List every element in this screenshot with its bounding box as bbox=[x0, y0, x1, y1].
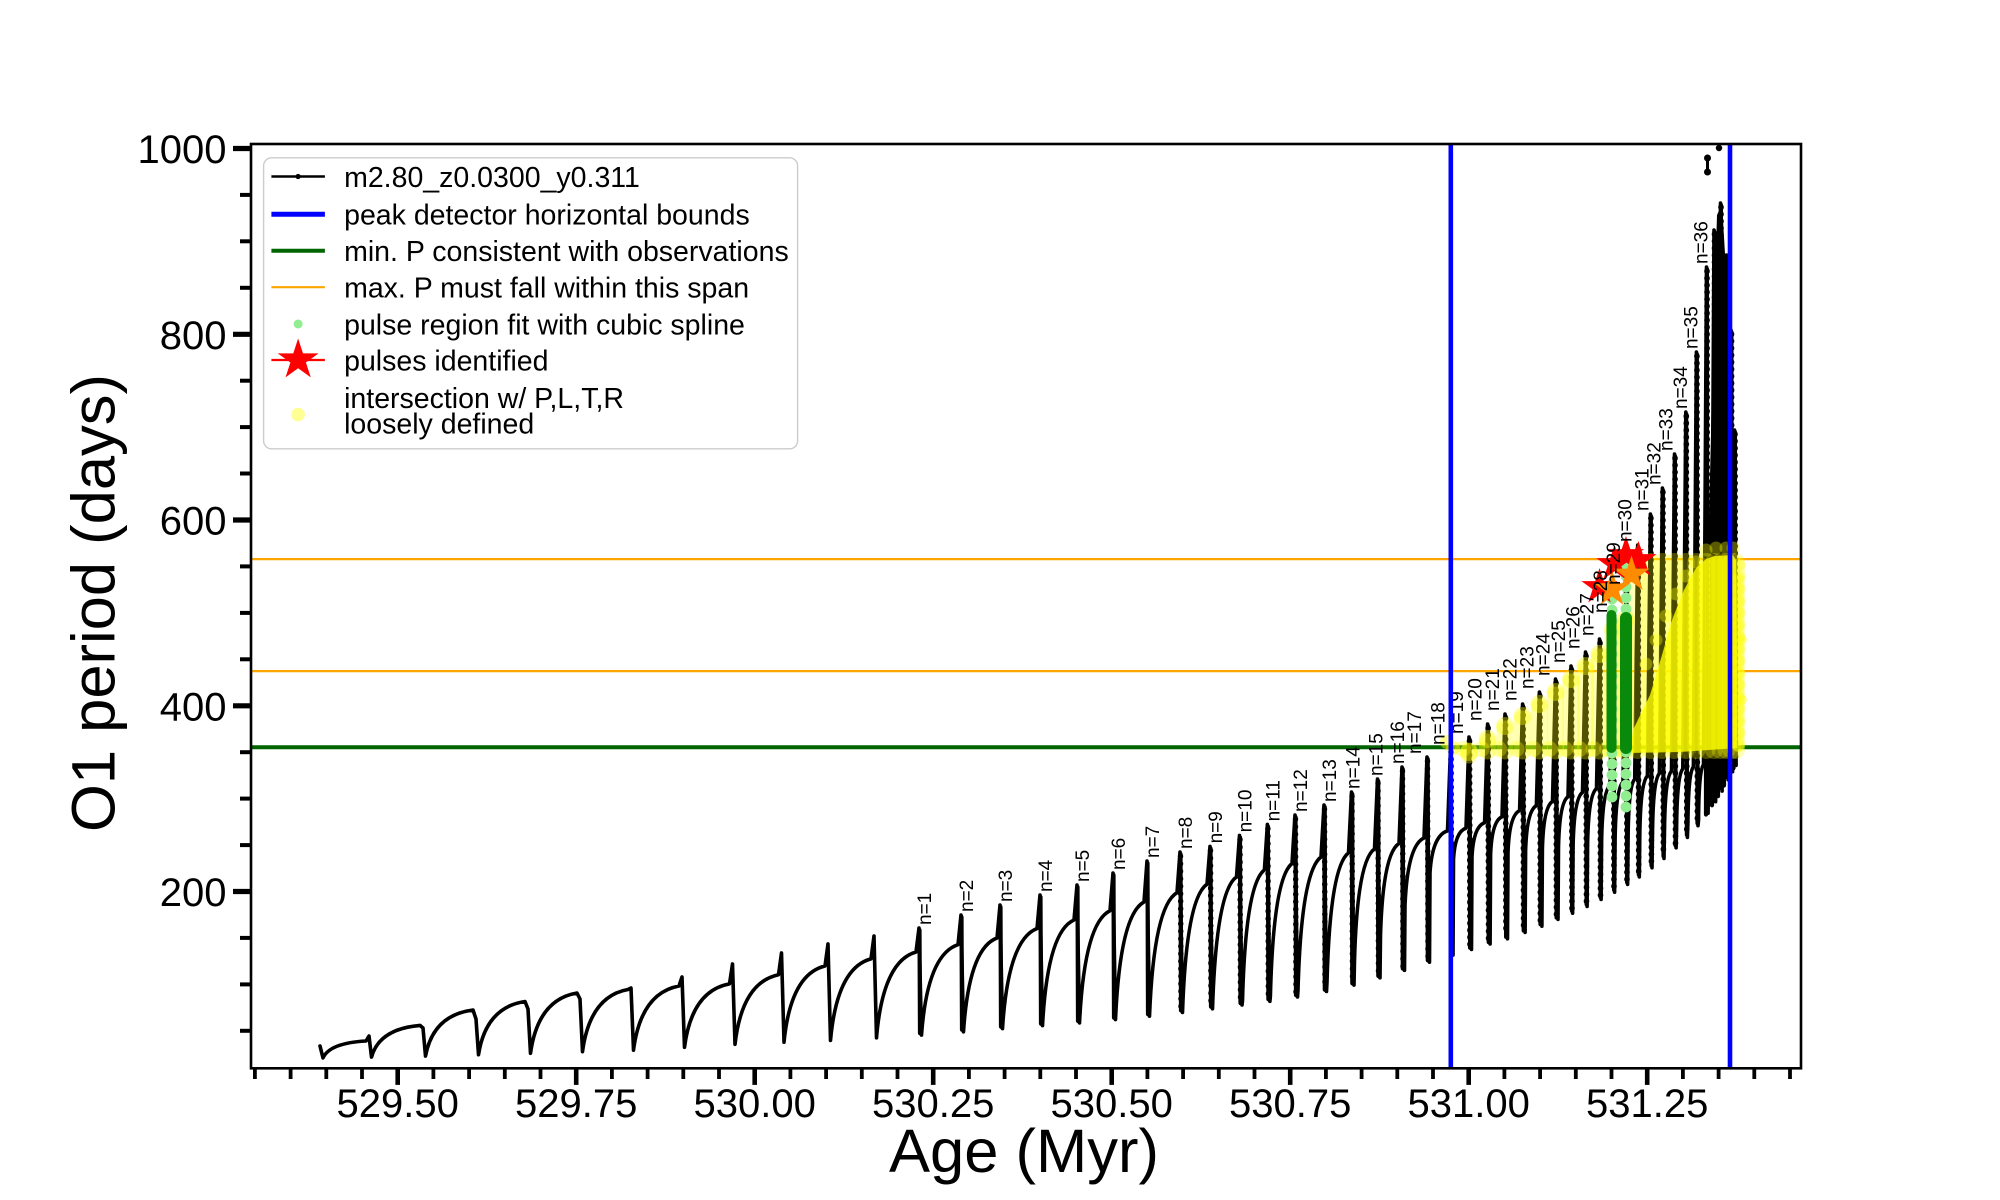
svg-text:n=28: n=28 bbox=[1591, 570, 1612, 613]
svg-text:n=10: n=10 bbox=[1236, 790, 1257, 833]
svg-text:n=27: n=27 bbox=[1578, 593, 1599, 636]
svg-text:n=24: n=24 bbox=[1534, 633, 1555, 676]
svg-text:n=20: n=20 bbox=[1466, 678, 1487, 721]
svg-text:400: 400 bbox=[160, 685, 227, 729]
svg-text:intersection w/ P,L,T,R: intersection w/ P,L,T,R bbox=[344, 383, 624, 415]
svg-text:Age (Myr): Age (Myr) bbox=[889, 1117, 1159, 1186]
svg-text:pulses identified: pulses identified bbox=[344, 346, 548, 378]
svg-text:min. P consistent with observa: min. P consistent with observations bbox=[344, 236, 789, 268]
svg-text:n=22: n=22 bbox=[1501, 658, 1522, 701]
svg-text:530.25: 530.25 bbox=[872, 1082, 994, 1126]
svg-text:n=36: n=36 bbox=[1692, 221, 1713, 264]
svg-text:n=13: n=13 bbox=[1320, 759, 1341, 802]
svg-text:n=9: n=9 bbox=[1206, 811, 1227, 843]
svg-text:n=2: n=2 bbox=[957, 880, 978, 912]
svg-text:n=16: n=16 bbox=[1388, 721, 1409, 764]
svg-text:n=21: n=21 bbox=[1483, 668, 1504, 711]
svg-text:n=31: n=31 bbox=[1632, 468, 1653, 511]
svg-text:n=15: n=15 bbox=[1367, 733, 1388, 776]
svg-text:max. P must fall within this s: max. P must fall within this span bbox=[344, 273, 749, 305]
svg-text:531.00: 531.00 bbox=[1408, 1082, 1530, 1126]
svg-text:n=26: n=26 bbox=[1564, 606, 1585, 649]
svg-text:531.25: 531.25 bbox=[1586, 1082, 1708, 1126]
svg-text:n=34: n=34 bbox=[1671, 366, 1692, 409]
svg-text:n=32: n=32 bbox=[1644, 442, 1665, 485]
svg-text:1000: 1000 bbox=[138, 128, 227, 172]
svg-text:600: 600 bbox=[160, 500, 227, 544]
svg-text:n=6: n=6 bbox=[1109, 838, 1130, 870]
svg-text:n=7: n=7 bbox=[1143, 826, 1164, 858]
svg-text:n=11: n=11 bbox=[1263, 780, 1284, 821]
svg-text:n=12: n=12 bbox=[1291, 769, 1312, 812]
svg-text:m2.80_z0.0300_y0.311: m2.80_z0.0300_y0.311 bbox=[344, 162, 640, 194]
svg-text:O1 period (days): O1 period (days) bbox=[60, 374, 129, 832]
svg-text:800: 800 bbox=[160, 314, 227, 358]
svg-text:n=30: n=30 bbox=[1616, 499, 1637, 542]
svg-text:n=29: n=29 bbox=[1604, 542, 1625, 585]
svg-text:530.50: 530.50 bbox=[1051, 1082, 1173, 1126]
svg-text:200: 200 bbox=[160, 871, 227, 915]
svg-text:n=4: n=4 bbox=[1036, 859, 1057, 892]
svg-text:n=33: n=33 bbox=[1657, 408, 1678, 451]
svg-text:n=17: n=17 bbox=[1405, 711, 1426, 754]
svg-text:loosely defined: loosely defined bbox=[344, 409, 534, 441]
svg-text:n=5: n=5 bbox=[1073, 850, 1094, 882]
svg-text:peak detector horizontal bound: peak detector horizontal bounds bbox=[344, 200, 750, 232]
svg-text:n=14: n=14 bbox=[1344, 746, 1365, 789]
svg-text:529.50: 529.50 bbox=[337, 1082, 459, 1126]
svg-text:n=25: n=25 bbox=[1549, 620, 1570, 663]
svg-text:n=35: n=35 bbox=[1681, 306, 1702, 349]
svg-text:n=1: n=1 bbox=[915, 893, 936, 925]
svg-text:n=18: n=18 bbox=[1429, 702, 1450, 745]
svg-text:pulse region fit with cubic sp: pulse region fit with cubic spline bbox=[344, 310, 745, 342]
svg-text:529.75: 529.75 bbox=[515, 1082, 637, 1126]
svg-text:530.75: 530.75 bbox=[1229, 1082, 1351, 1126]
svg-text:n=23: n=23 bbox=[1517, 646, 1538, 689]
svg-text:n=3: n=3 bbox=[996, 870, 1017, 902]
svg-text:530.00: 530.00 bbox=[694, 1082, 816, 1126]
svg-text:n=8: n=8 bbox=[1176, 817, 1197, 849]
